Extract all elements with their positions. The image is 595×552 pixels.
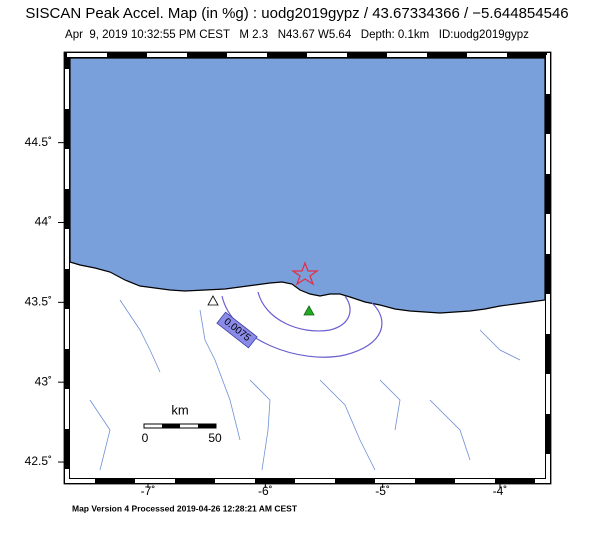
station xyxy=(207,295,219,306)
label-box xyxy=(216,311,258,349)
frame-edge xyxy=(63,51,552,485)
lat-label: 43.5˚ xyxy=(25,295,52,309)
lon-label: -7˚ xyxy=(141,484,156,498)
station xyxy=(303,305,315,316)
lat-label: 43˚ xyxy=(35,374,52,388)
river xyxy=(199,309,241,441)
lat-label: 42.5˚ xyxy=(25,454,52,468)
river xyxy=(319,379,376,471)
scale-end: 50 xyxy=(208,431,222,445)
river xyxy=(379,379,401,431)
lat-label: 44˚ xyxy=(35,215,52,229)
lon-label: -4˚ xyxy=(493,484,508,498)
lat-label: 44.5˚ xyxy=(25,135,52,149)
scale-segment xyxy=(162,424,180,428)
sea xyxy=(69,57,546,314)
river xyxy=(89,399,111,471)
lon-label: -6˚ xyxy=(258,484,273,498)
contour xyxy=(257,291,351,332)
lon-label: -5˚ xyxy=(375,484,390,498)
river xyxy=(429,399,471,461)
scale-segment xyxy=(198,424,216,428)
map-body: 0.0075 km 0 50 xyxy=(63,51,552,485)
map-title: SISCAN Peak Accel. Map (in %g) : uodg201… xyxy=(25,5,568,22)
scale-bar: km 0 50 xyxy=(142,402,222,445)
scale-unit: km xyxy=(171,402,188,417)
scale-start: 0 xyxy=(142,431,149,445)
map-subtitle: Apr 9, 2019 10:32:55 PM CEST M 2.3 N43.6… xyxy=(65,29,529,41)
epicenter xyxy=(290,261,320,286)
rivers xyxy=(89,299,521,471)
river xyxy=(119,299,161,373)
river xyxy=(249,379,271,471)
river xyxy=(479,329,521,361)
frame-pattern xyxy=(65,53,550,483)
footer: Map Version 4 Processed 2019-04-26 12:28… xyxy=(72,503,298,513)
